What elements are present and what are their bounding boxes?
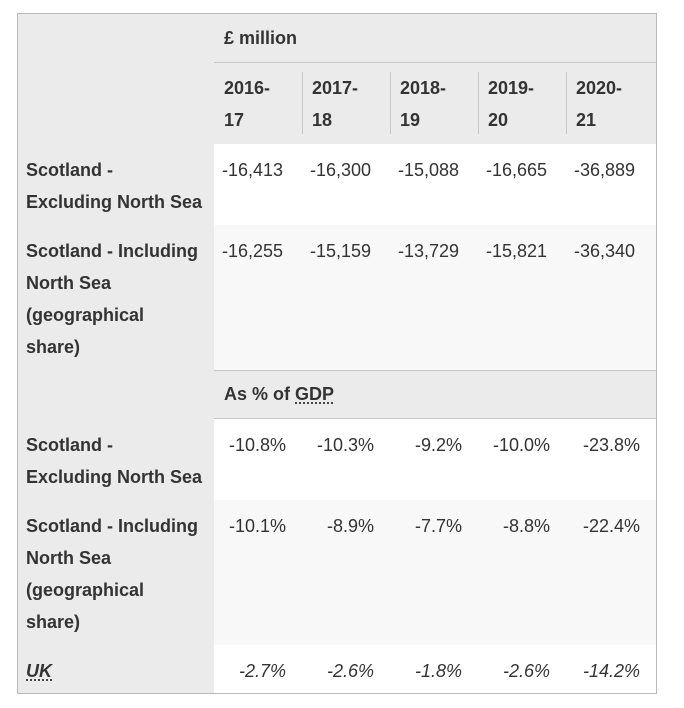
row-label-scotland-incl-north-sea-pct: Scotland - Including North Sea (geograph… (18, 500, 214, 645)
units-header-million-text: £ million (224, 28, 298, 48)
year-header-line: 21 (576, 110, 597, 130)
year-header-line: 2016- (224, 78, 271, 98)
row-label-line: (geographical (26, 305, 145, 325)
table-cell: -2.6% (326, 661, 374, 681)
uk-abbreviation[interactable]: UK (26, 661, 52, 681)
table-cell: -7.7% (390, 500, 478, 645)
table-cell: -8.9% (302, 500, 390, 645)
table-cell: -22.4% (566, 500, 656, 645)
table-cell: -2.7% (238, 661, 286, 681)
table-cell: -14.2% (582, 661, 640, 681)
table-cell: -36,889 (574, 160, 636, 180)
row-label-line: (geographical (26, 580, 145, 600)
row-label-uk: UK (18, 645, 214, 693)
row-label-scotland-excl-north-sea: Scotland - Excluding North Sea (18, 144, 214, 225)
row-label-line: Excluding North Sea (26, 192, 203, 212)
year-header-line: 2019- (488, 78, 535, 98)
table-cell: -2.6% (502, 661, 550, 681)
year-header-line: 2017- (312, 78, 359, 98)
table-cell: -10.3% (316, 435, 374, 455)
corner-header-percent (18, 370, 214, 419)
divider (214, 370, 656, 371)
gdp-abbreviation[interactable]: GDP (295, 384, 335, 404)
row-label-line: Scotland - Including (26, 241, 198, 261)
row-label-line: North Sea (26, 273, 112, 293)
table-cell: -10.8% (228, 435, 286, 455)
divider (566, 72, 567, 134)
divider (214, 62, 656, 63)
table-cell: -36,340 (566, 225, 656, 370)
row-label-line: Scotland - (26, 160, 114, 180)
fiscal-balance-table: £ million 2016- 17 2017- 18 2018- 19 201… (17, 13, 657, 694)
table-cell: -15,159 (302, 225, 390, 370)
row-label-line: North Sea (26, 548, 112, 568)
table-cell: -10.0% (492, 435, 550, 455)
row-label-line: Scotland - (26, 435, 114, 455)
year-header-line: 20 (488, 110, 509, 130)
year-header-line: 2018- (400, 78, 447, 98)
divider (478, 72, 479, 134)
table-cell: -13,729 (390, 225, 478, 370)
row-label-line: Scotland - Including (26, 516, 198, 536)
divider (390, 72, 391, 134)
table-cell: -10.1% (214, 500, 302, 645)
year-header-2020-21: 2020- 21 (566, 63, 656, 144)
units-header-percent-gdp: As % of GDP (214, 371, 656, 419)
corner-header (18, 14, 214, 144)
year-header-line: 19 (400, 110, 421, 130)
table-cell: -16,665 (486, 160, 548, 180)
table-cell: -15,821 (478, 225, 566, 370)
year-header-line: 18 (312, 110, 333, 130)
units-header-percent-prefix: As % of (224, 384, 296, 404)
row-label-line: share) (26, 337, 81, 357)
year-header-2016-17: 2016- 17 (214, 63, 302, 144)
table-cell: -1.8% (414, 661, 462, 681)
divider (214, 418, 656, 419)
table-cell: -9.2% (414, 435, 462, 455)
table-cell: -8.8% (478, 500, 566, 645)
year-header-2018-19: 2018- 19 (390, 63, 478, 144)
table-cell: -16,255 (214, 225, 302, 370)
row-label-line: Excluding North Sea (26, 467, 203, 487)
row-label-line: share) (26, 612, 81, 632)
table-cell: -16,300 (310, 160, 372, 180)
table-cell: -16,413 (222, 160, 284, 180)
row-label-scotland-excl-north-sea-pct: Scotland - Excluding North Sea (18, 419, 214, 500)
year-header-line: 17 (224, 110, 245, 130)
table-cell: -15,088 (398, 160, 460, 180)
year-header-2017-18: 2017- 18 (302, 63, 390, 144)
year-header-2019-20: 2019- 20 (478, 63, 566, 144)
row-label-scotland-incl-north-sea: Scotland - Including North Sea (geograph… (18, 225, 214, 370)
units-header-million: £ million (214, 14, 656, 63)
divider (302, 72, 303, 134)
year-header-line: 2020- (576, 78, 623, 98)
table-cell: -23.8% (582, 435, 640, 455)
